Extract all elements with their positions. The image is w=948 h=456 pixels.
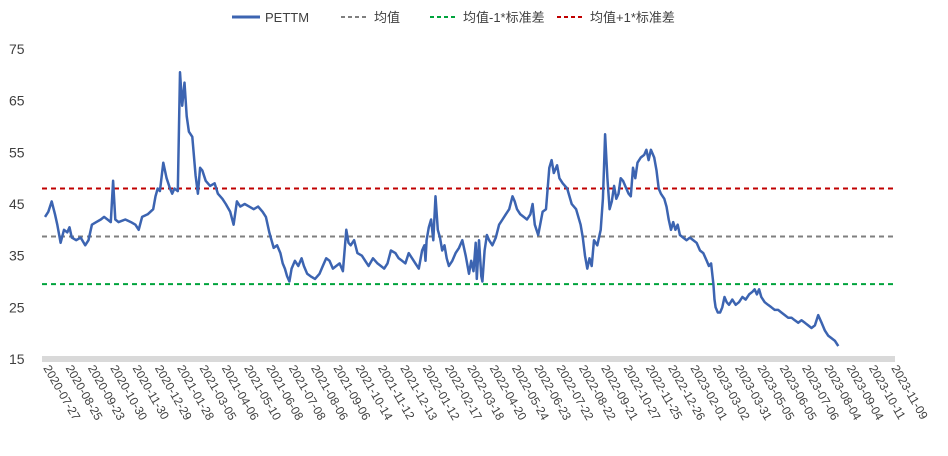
x-axis: 2020-07-272020-08-252020-09-232020-10-30… [40, 363, 931, 423]
y-tick-label: 25 [9, 299, 25, 315]
y-tick-label: 45 [9, 196, 25, 212]
y-tick-label: 15 [9, 351, 25, 367]
y-tick-label: 35 [9, 248, 25, 264]
y-axis: 15 25 35 45 55 65 75 [9, 41, 25, 367]
x-axis-baseline [42, 356, 895, 362]
legend-label: 均值+1*标准差 [590, 10, 675, 25]
y-tick-label: 55 [9, 144, 25, 160]
y-tick-label: 75 [9, 41, 25, 57]
chart-legend: PETTM 均值 均值-1*标准差 均值+1*标准差 [232, 10, 675, 25]
legend-label: PETTM [265, 10, 309, 25]
reference-lines [42, 187, 895, 286]
series-layer [43, 71, 840, 347]
y-tick-label: 65 [9, 93, 25, 109]
pettm-series-line [43, 71, 840, 347]
legend-label: 均值-1*标准差 [463, 10, 545, 25]
legend-label: 均值 [374, 10, 400, 25]
